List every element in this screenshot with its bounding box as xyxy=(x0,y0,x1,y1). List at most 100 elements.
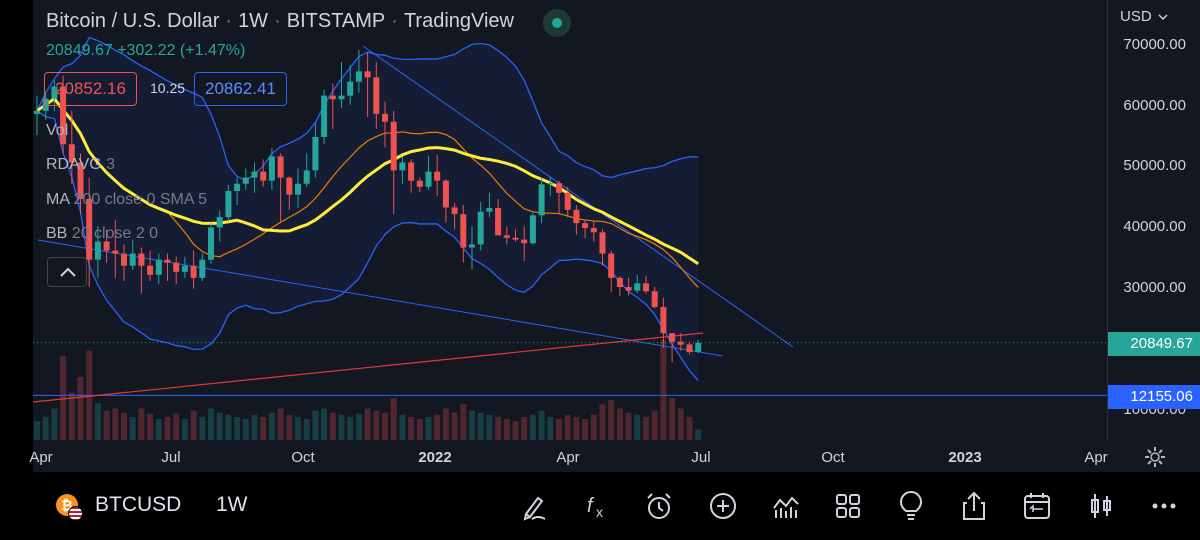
volume-bar xyxy=(364,408,371,440)
volume-bar xyxy=(208,408,214,440)
symbol-button[interactable]: BTCUSD xyxy=(95,493,182,516)
collapse-legend-button[interactable] xyxy=(47,257,87,287)
volume-bar xyxy=(355,413,362,440)
volume-bar xyxy=(547,416,554,440)
time-tick: Jul xyxy=(691,449,711,466)
volume-bar xyxy=(477,412,484,440)
more-icon[interactable] xyxy=(1148,490,1180,522)
volume-bar xyxy=(338,414,345,440)
price-change-line: 20849.67 +302.22 (+1.47%) xyxy=(46,42,245,60)
interval-button[interactable]: 1W xyxy=(216,493,248,516)
chart-canvas[interactable] xyxy=(33,0,1107,440)
volume-bar xyxy=(573,416,580,440)
candle-body xyxy=(382,113,388,122)
volume-bar xyxy=(260,416,267,440)
volume-bar xyxy=(373,410,380,440)
candle-body xyxy=(77,162,84,199)
indicator-bb[interactable]: BB 20 close 2 0 xyxy=(46,225,158,243)
volume-bar xyxy=(242,419,249,440)
chart-type-candles-icon[interactable] xyxy=(1085,490,1117,522)
candle-body xyxy=(295,183,301,195)
ma200-line xyxy=(33,332,704,403)
indicator-args: 3 xyxy=(106,156,116,173)
candle-body xyxy=(442,180,449,208)
candle-body xyxy=(286,177,293,195)
volume-bar xyxy=(695,429,702,440)
separator-dot: · xyxy=(274,10,281,32)
price-scale[interactable]: USD 70000.00 60000.00 50000.00 40000.00 … xyxy=(1107,0,1200,440)
us-flag-icon xyxy=(68,506,83,521)
settings-gear-icon[interactable] xyxy=(1144,446,1166,468)
candle-body xyxy=(634,283,641,291)
price-tick: 70000.00 xyxy=(1123,36,1186,53)
volume-bar xyxy=(112,408,119,440)
time-tick: Apr xyxy=(556,449,580,466)
indicator-vol[interactable]: Vol xyxy=(46,122,68,140)
volume-bar xyxy=(434,414,441,440)
candle-body xyxy=(616,277,623,287)
trend-line xyxy=(37,239,724,357)
compare-icon[interactable] xyxy=(770,490,802,522)
time-tick: 2022 xyxy=(418,449,452,466)
candle-body xyxy=(451,207,458,215)
volume-bar xyxy=(660,340,667,440)
replay-calendar-icon[interactable] xyxy=(1021,490,1053,522)
indicator-rdavg[interactable]: RDAVG 3 xyxy=(46,156,115,174)
candle-body xyxy=(68,144,75,163)
ma-line xyxy=(36,96,700,266)
time-scale[interactable]: Apr Jul Oct 2022 Apr Jul Oct 2023 Apr xyxy=(29,440,1200,472)
candle-body xyxy=(321,95,328,137)
sell-button[interactable]: 20852.16 xyxy=(44,72,137,106)
draw-icon[interactable] xyxy=(518,490,550,522)
indicator-ma[interactable]: MA 200 close 0 SMA 5 xyxy=(46,191,207,209)
volume-bar xyxy=(512,421,519,440)
candle-body xyxy=(599,232,606,254)
current-price-tag: 20849.67 xyxy=(1108,332,1200,356)
candle-body xyxy=(538,184,545,216)
price-change: +302.22 xyxy=(117,42,176,59)
candle-body xyxy=(643,283,649,292)
candle-body xyxy=(434,171,441,181)
candle-body xyxy=(408,162,415,181)
candle-body xyxy=(251,171,258,178)
volume-bar xyxy=(521,416,528,440)
candle-body xyxy=(86,198,93,260)
horizontal-line-price-tag[interactable]: 12155.06 xyxy=(1108,385,1200,409)
candle-body xyxy=(216,217,223,228)
buy-button[interactable]: 20862.41 xyxy=(194,72,287,106)
add-icon[interactable] xyxy=(707,490,739,522)
candle-body xyxy=(129,253,136,266)
candle-body xyxy=(355,71,362,82)
volume-bar xyxy=(495,416,502,440)
time-tick: Apr xyxy=(29,449,53,466)
candle-body xyxy=(225,191,232,218)
candle-body xyxy=(94,241,101,260)
indicator-name: RDAVG xyxy=(46,156,102,173)
layouts-grid-icon[interactable] xyxy=(832,490,864,522)
time-tick: 2023 xyxy=(948,449,982,466)
volume-bar xyxy=(469,410,475,440)
share-icon[interactable] xyxy=(958,490,990,522)
volume-bar xyxy=(616,408,623,440)
ideas-lightbulb-icon[interactable] xyxy=(895,490,927,522)
volume-bar xyxy=(295,416,301,440)
candle-body xyxy=(173,262,180,272)
volume-bar xyxy=(103,410,110,440)
last-price: 20849.67 xyxy=(46,42,113,59)
bottom-toolbar xyxy=(0,476,1200,540)
indicators-fx-icon[interactable]: f x xyxy=(581,490,613,522)
volume-bar xyxy=(416,419,423,440)
candle-body xyxy=(660,307,667,334)
time-tick: Apr xyxy=(1084,449,1108,466)
chart-pane[interactable] xyxy=(33,0,1107,440)
indicator-args: 200 close 0 SMA 5 xyxy=(73,191,207,208)
separator-dot: · xyxy=(391,10,398,32)
candle-body xyxy=(573,209,580,224)
alert-clock-icon[interactable] xyxy=(643,490,675,522)
volume-bar xyxy=(225,414,232,440)
candle-body xyxy=(208,227,214,260)
indicator-args: 20 close 2 0 xyxy=(71,225,159,242)
symbol-legend[interactable]: Bitcoin / U.S. Dollar · 1W · BITSTAMP · Tradin… xyxy=(46,10,514,33)
currency-selector[interactable]: USD xyxy=(1120,8,1168,25)
candle-body xyxy=(138,253,145,266)
